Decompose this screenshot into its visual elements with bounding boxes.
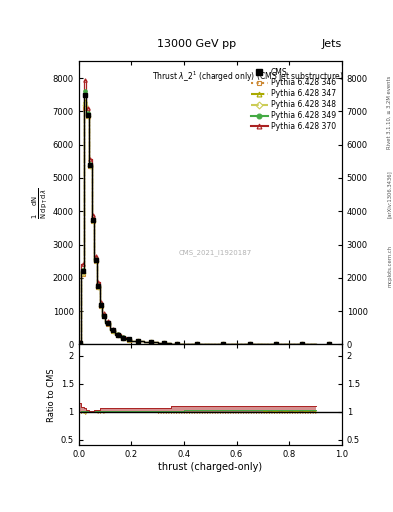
Text: [arXiv:1306.3436]: [arXiv:1306.3436] [387, 170, 392, 219]
Text: Jets: Jets [321, 38, 342, 49]
Text: CMS_2021_I1920187: CMS_2021_I1920187 [179, 249, 252, 255]
Text: Rivet 3.1.10, ≥ 3.2M events: Rivet 3.1.10, ≥ 3.2M events [387, 76, 392, 150]
Text: Thrust $\lambda\_2^1$ (charged only) (CMS jet substructure): Thrust $\lambda\_2^1$ (charged only) (CM… [152, 70, 344, 84]
Text: 13000 GeV pp: 13000 GeV pp [157, 38, 236, 49]
Y-axis label: Ratio to CMS: Ratio to CMS [48, 368, 57, 422]
Y-axis label: $\frac{1}{\mathrm{N}}\frac{\mathrm{d}\mathrm{N}}{\mathrm{d}\,\mathrm{p}_\mathrm{: $\frac{1}{\mathrm{N}}\frac{\mathrm{d}\ma… [31, 187, 50, 219]
Legend: CMS, Pythia 6.428 346, Pythia 6.428 347, Pythia 6.428 348, Pythia 6.428 349, Pyt: CMS, Pythia 6.428 346, Pythia 6.428 347,… [248, 65, 338, 134]
Text: mcplots.cern.ch: mcplots.cern.ch [387, 245, 392, 287]
X-axis label: thrust (charged-only): thrust (charged-only) [158, 462, 262, 472]
